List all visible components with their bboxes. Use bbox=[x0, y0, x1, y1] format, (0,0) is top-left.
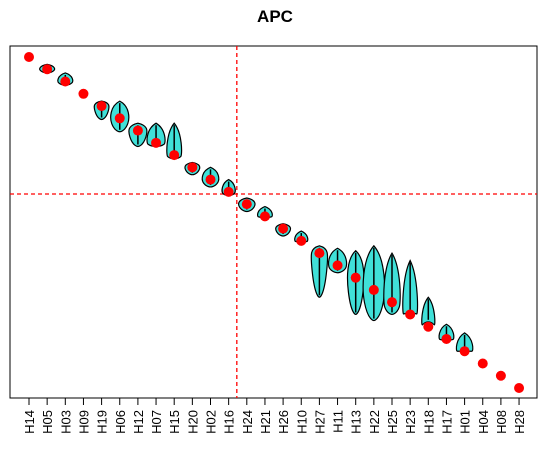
x-tick-label-H28: H28 bbox=[512, 410, 527, 434]
median-point-H26 bbox=[278, 223, 289, 234]
reference-lines bbox=[10, 46, 537, 398]
median-point-H07 bbox=[151, 137, 162, 148]
median-point-H23 bbox=[405, 309, 416, 320]
x-tick-label-H02: H02 bbox=[204, 410, 219, 434]
x-tick-label-H21: H21 bbox=[258, 410, 273, 434]
x-tick-label-H26: H26 bbox=[276, 410, 291, 434]
median-point-H17 bbox=[441, 333, 452, 344]
median-point-H22 bbox=[368, 284, 379, 295]
median-point-H16 bbox=[223, 186, 234, 197]
x-tick-label-H23: H23 bbox=[403, 410, 418, 434]
x-tick-label-H13: H13 bbox=[349, 410, 364, 434]
median-point-H25 bbox=[387, 297, 397, 308]
median-point-H13 bbox=[350, 272, 361, 283]
median-point-H19 bbox=[96, 101, 107, 112]
x-tick-label-H22: H22 bbox=[367, 410, 382, 434]
x-tick-label-H17: H17 bbox=[439, 410, 454, 434]
median-point-H21 bbox=[259, 211, 270, 222]
median-points bbox=[24, 52, 525, 393]
x-tick-label-H14: H14 bbox=[22, 410, 37, 434]
median-point-H14 bbox=[24, 52, 34, 62]
x-tick-label-H03: H03 bbox=[58, 410, 73, 434]
x-tick-label-H05: H05 bbox=[40, 410, 55, 434]
x-tick-label-H24: H24 bbox=[240, 410, 255, 434]
plot-frame bbox=[9, 45, 538, 399]
x-axis: H14 H05 H03 H09 H19 H06 H12 H07 H15 H20 H02 H16 H24 H… bbox=[22, 398, 527, 434]
median-point-H12 bbox=[132, 125, 143, 136]
x-tick-label-H09: H09 bbox=[76, 410, 91, 434]
x-tick-label-H16: H16 bbox=[222, 410, 237, 434]
x-tick-label-H27: H27 bbox=[312, 410, 327, 434]
x-tick-label-H04: H04 bbox=[476, 410, 491, 434]
x-tick-label-H12: H12 bbox=[131, 410, 146, 434]
x-tick-label-H11: H11 bbox=[331, 410, 346, 433]
median-point-H11 bbox=[332, 260, 343, 271]
median-point-H10 bbox=[296, 235, 307, 246]
median-point-H03 bbox=[60, 76, 71, 87]
x-tick-label-H01: H01 bbox=[458, 410, 473, 434]
median-point-H09 bbox=[78, 88, 89, 99]
median-point-H04 bbox=[477, 358, 488, 369]
x-tick-label-H15: H15 bbox=[167, 410, 182, 434]
median-point-H08 bbox=[495, 370, 506, 381]
median-point-H01 bbox=[459, 346, 470, 357]
median-point-H06 bbox=[114, 113, 125, 124]
x-tick-label-H19: H19 bbox=[95, 410, 110, 434]
x-tick-label-H10: H10 bbox=[294, 410, 309, 434]
median-point-H05 bbox=[42, 64, 53, 75]
median-point-H27 bbox=[314, 248, 325, 259]
median-point-H20 bbox=[187, 162, 198, 173]
x-tick-label-H25: H25 bbox=[385, 410, 400, 434]
median-point-H28 bbox=[514, 383, 525, 393]
x-tick-label-H06: H06 bbox=[113, 410, 128, 434]
median-point-H24 bbox=[241, 199, 252, 210]
x-tick-label-H20: H20 bbox=[185, 410, 200, 434]
x-tick-label-H08: H08 bbox=[494, 410, 509, 434]
x-tick-label-H18: H18 bbox=[421, 410, 436, 434]
chart-title: APC bbox=[257, 7, 293, 26]
median-point-H02 bbox=[205, 174, 216, 185]
median-point-H18 bbox=[423, 321, 434, 332]
x-tick-label-H07: H07 bbox=[149, 410, 164, 434]
median-point-H15 bbox=[169, 150, 180, 161]
